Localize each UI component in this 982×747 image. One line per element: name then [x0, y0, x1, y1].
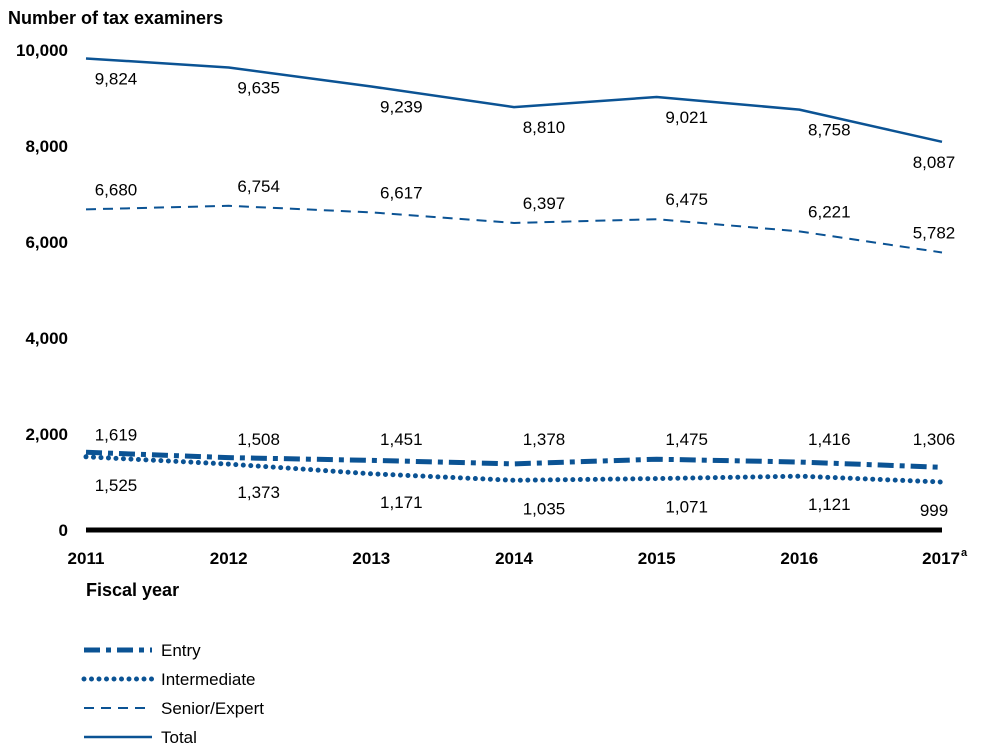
legend-label: Senior/Expert: [161, 699, 264, 718]
data-label: 6,680: [95, 180, 138, 199]
data-label: 9,635: [237, 79, 280, 98]
legend-label: Intermediate: [161, 670, 256, 689]
x-tick-label: 2012: [210, 549, 248, 568]
y-tick-label: 2,000: [25, 425, 68, 444]
data-label: 1,171: [380, 493, 423, 512]
y-tick-label: 8,000: [25, 137, 68, 156]
x-tick-label: 2015: [638, 549, 676, 568]
data-label: 6,397: [523, 194, 566, 213]
data-label: 9,824: [95, 69, 138, 88]
data-label: 1,378: [523, 430, 566, 449]
y-ticks: 0 2,000 4,000 6,000 8,000 10,000: [16, 41, 68, 540]
data-label: 8,810: [523, 118, 566, 137]
data-label: 8,087: [913, 153, 956, 172]
data-label: 999: [920, 501, 948, 520]
x-tick-label: 2011: [68, 549, 105, 568]
x-tick-label: 2013: [352, 549, 390, 568]
legend: Entry Intermediate Senior/Expert Total: [81, 641, 264, 747]
series-line-intermediate: [83, 454, 945, 485]
x-tick-label: 2016: [780, 549, 818, 568]
x-tick-label: 2017: [922, 549, 960, 568]
data-label: 6,617: [380, 183, 423, 202]
data-label: 1,416: [808, 430, 851, 449]
data-label: 1,121: [808, 495, 851, 514]
data-label: 1,373: [237, 483, 280, 502]
data-label: 1,508: [237, 430, 280, 449]
x-tick-label: 2014: [495, 549, 533, 568]
data-label: 5,782: [913, 223, 956, 242]
data-label: 1,306: [913, 430, 956, 449]
x-axis-label: Fiscal year: [86, 580, 179, 600]
series-line-entry: [85, 449, 943, 470]
data-label: 9,239: [380, 98, 423, 117]
data-label: 8,758: [808, 121, 851, 140]
data-label: 1,475: [665, 430, 708, 449]
series-line-senior-expert: [85, 204, 943, 254]
y-tick-label: 4,000: [25, 329, 68, 348]
data-labels: 1,619 1,508 1,451 1,378 1,475 1,416 1,306 1,525…: [95, 69, 956, 520]
y-axis-label: Number of tax examiners: [8, 8, 223, 28]
series-line-total: [85, 57, 943, 144]
data-label: 1,619: [95, 425, 138, 444]
series-lines: [83, 57, 945, 485]
data-label: 6,475: [665, 190, 708, 209]
data-label: 1,071: [665, 498, 708, 517]
data-label: 1,035: [523, 499, 566, 518]
y-tick-label: 10,000: [16, 41, 68, 60]
data-label: 9,021: [665, 108, 708, 127]
x-ticks: 2011 2012 2013 2014 2015 2016 2017 a: [68, 547, 968, 568]
data-label: 1,451: [380, 430, 423, 449]
y-tick-label: 6,000: [25, 233, 68, 252]
legend-label: Entry: [161, 641, 201, 660]
data-label: 1,525: [95, 476, 138, 495]
x-tick-superscript: a: [961, 547, 968, 559]
y-tick-label: 0: [59, 521, 68, 540]
data-label: 6,221: [808, 202, 851, 221]
data-label: 6,754: [237, 177, 280, 196]
legend-label: Total: [161, 728, 197, 747]
